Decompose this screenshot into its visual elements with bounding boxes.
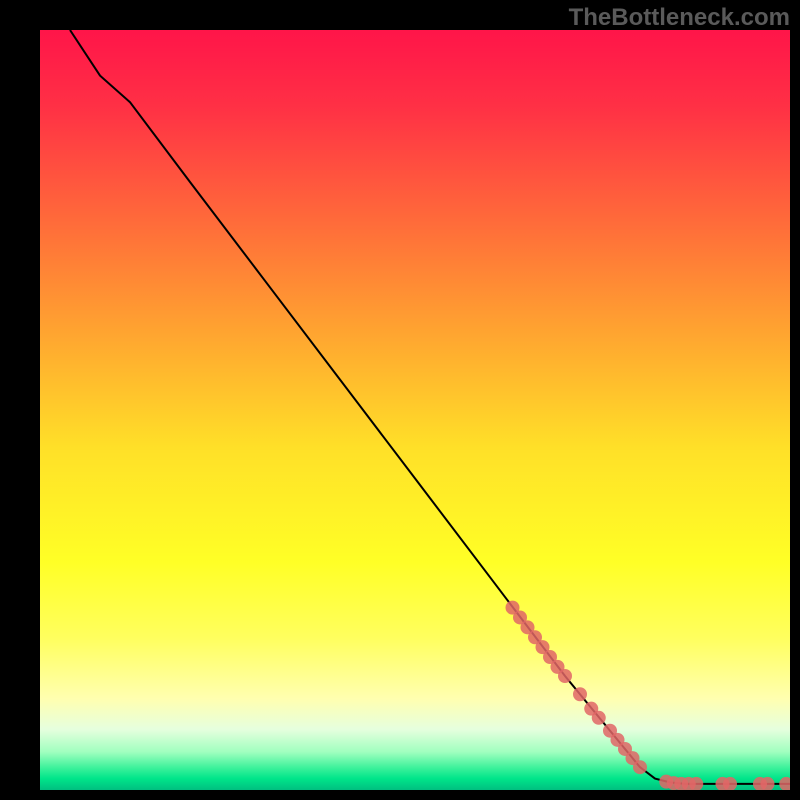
- chart-svg: [40, 30, 790, 790]
- data-marker: [573, 687, 587, 701]
- marker-group: [506, 601, 791, 790]
- data-marker: [592, 711, 606, 725]
- plot-area: [40, 30, 790, 790]
- curve-line: [70, 30, 790, 784]
- data-marker: [558, 669, 572, 683]
- watermark-text: TheBottleneck.com: [569, 4, 790, 32]
- data-marker: [779, 777, 790, 790]
- data-marker: [633, 760, 647, 774]
